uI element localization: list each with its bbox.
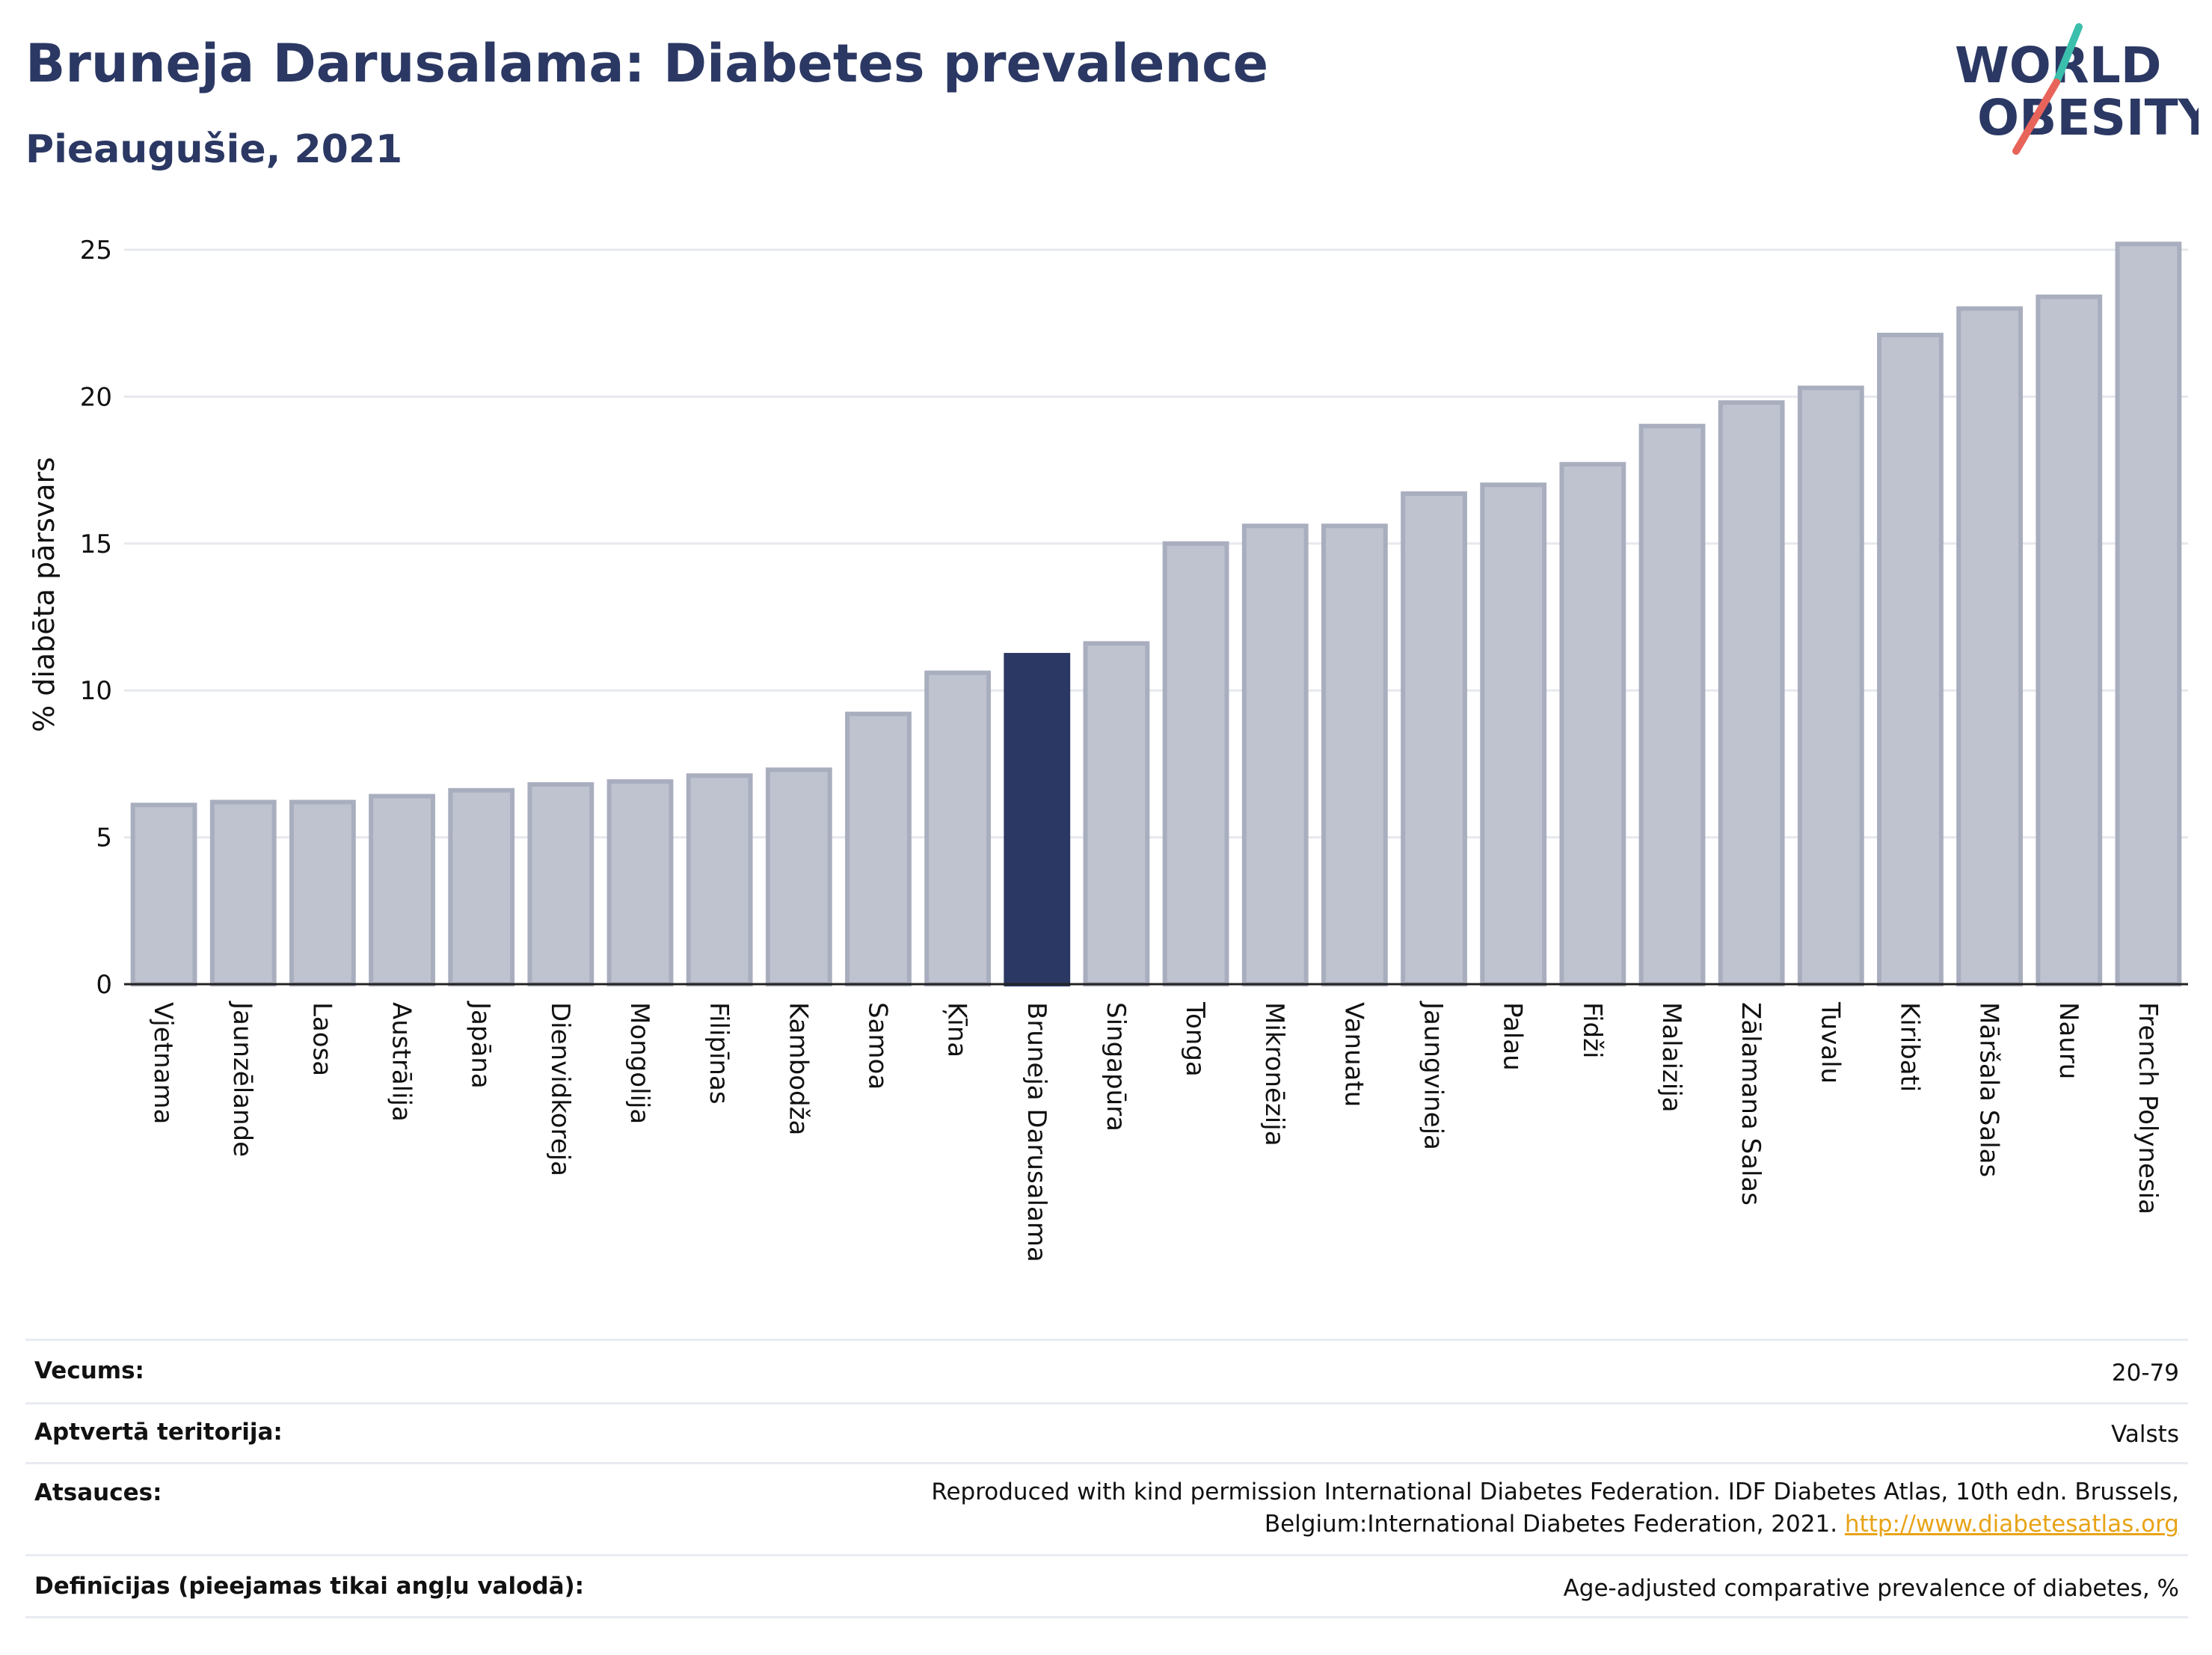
bar-french-polynesia <box>2115 242 2182 987</box>
bar-vanuatu <box>1321 523 1388 986</box>
world-obesity-logo: WORLD OBESITY <box>1955 23 2199 155</box>
bar-chart: 0 5 10 15 20 25 Vjetnama Jaunzēlande Laosa Austr… <box>28 236 2188 1262</box>
x-tick-label: Kiribati <box>1894 1002 1924 1092</box>
x-tick-label: Vjetnama <box>148 1002 178 1124</box>
bar-zālamana-salas <box>1718 400 1785 986</box>
bar-fidži <box>1559 461 1626 986</box>
meta-key: Aptvertā teritorija: <box>34 1419 283 1446</box>
x-tick-label: Austrālija <box>387 1002 417 1122</box>
x-tick-label: Tuvalu <box>1815 1001 1845 1084</box>
x-tick-label: Zālamana Salas <box>1736 1002 1766 1206</box>
x-tick-label: Fidži <box>1577 1002 1607 1058</box>
meta-row-references: Atsauces: Reproduced with kind permissio… <box>25 1464 2188 1556</box>
x-tick-label: Mikronēzija <box>1259 1002 1289 1146</box>
y-tick-label: 10 <box>80 676 112 706</box>
reference-text: Reproduced with kind permission Internat… <box>931 1479 2179 1538</box>
bar-vjetnama <box>130 802 197 986</box>
bar-ķīna <box>924 670 992 987</box>
meta-value: Valsts <box>2111 1421 2179 1448</box>
x-tick-label: Mongolija <box>624 1002 654 1124</box>
reference-link[interactable]: http://www.diabetesatlas.org <box>1844 1511 2179 1538</box>
bar-laosa <box>289 799 356 986</box>
y-tick-label: 15 <box>80 529 112 559</box>
y-tick-label: 5 <box>96 823 112 853</box>
x-tick-label: Jaunzēlande <box>227 1001 257 1157</box>
x-tick-label: Bruneja Darusalama <box>1021 1002 1051 1262</box>
chart-title: Bruneja Darusalama: Diabetes prevalence <box>25 33 1269 94</box>
x-tick-labels: Vjetnama Jaunzēlande Laosa Austrālija Japāna… <box>148 1001 2163 1262</box>
bar-japāna <box>448 787 515 986</box>
bar-tuvalu <box>1797 385 1864 986</box>
x-tick-label: Laosa <box>307 1002 337 1076</box>
bar-tonga <box>1162 541 1229 986</box>
x-tick-label: Singapūra <box>1101 1002 1131 1132</box>
bar-bruneja-darusalama <box>1004 653 1071 987</box>
bar-jaunzēlande <box>209 799 277 986</box>
y-tick-label: 0 <box>96 970 112 1000</box>
y-tick-label: 25 <box>80 236 112 265</box>
logo-slash-red <box>2012 79 2060 155</box>
meta-row-territory: Aptvertā teritorija: Valsts <box>25 1402 2188 1464</box>
bars <box>130 242 2182 987</box>
x-tick-label: Malaizija <box>1656 1002 1686 1112</box>
logo-slash-teal <box>2053 23 2083 86</box>
bar-mikronēzija <box>1241 523 1309 986</box>
meta-key: Definīcijas (pieejamas tikai angļu valod… <box>34 1573 585 1600</box>
bar-dienvidkoreja <box>527 782 595 986</box>
bar-kiribati <box>1877 332 1944 986</box>
bar-malaizija <box>1638 423 1706 986</box>
bar-nauru <box>2036 294 2103 986</box>
bar-māršala-salas <box>1956 306 2024 986</box>
meta-value: Age-adjusted comparative prevalence of d… <box>1563 1575 2179 1602</box>
y-axis-label: % diabēta pārsvars <box>28 457 61 732</box>
x-tick-label: Māršala Salas <box>1974 1002 2004 1177</box>
x-tick-label: Vanuatu <box>1339 1002 1368 1107</box>
chart-subtitle: Pieaugušie, 2021 <box>25 127 403 172</box>
x-tick-label: Jaungvineja <box>1419 1001 1448 1150</box>
x-tick-label: Nauru <box>2053 1002 2083 1079</box>
x-tick-label: Palau <box>1498 1002 1528 1071</box>
bar-singapūra <box>1083 641 1150 986</box>
x-tick-label: Samoa <box>862 1002 892 1090</box>
bar-samoa <box>845 711 912 987</box>
x-tick-label: Filipīnas <box>704 1002 734 1105</box>
bar-jaungvineja <box>1401 491 1467 986</box>
meta-key: Atsauces: <box>34 1479 162 1506</box>
bar-kambodža <box>765 767 832 986</box>
meta-row-definitions: Definīcijas (pieejamas tikai angļu valod… <box>25 1556 2188 1618</box>
x-tick-label: Dienvidkoreja <box>545 1002 575 1176</box>
x-tick-label: Ķīna <box>942 1002 972 1057</box>
bar-austrālija <box>369 793 435 987</box>
bar-mongolija <box>606 779 674 987</box>
y-tick-labels: 0 5 10 15 20 25 <box>80 236 112 1000</box>
meta-value: Reproduced with kind permission Internat… <box>683 1476 2179 1541</box>
x-tick-label: Kambodža <box>783 1002 813 1135</box>
meta-row-age: Vecums: 20-79 <box>25 1339 2188 1404</box>
logo-word-obesity: OBESITY <box>1977 89 2199 147</box>
y-tick-label: 20 <box>80 382 112 412</box>
bar-palau <box>1480 482 1547 986</box>
bar-filipīnas <box>686 773 753 987</box>
x-tick-label: Tonga <box>1180 1001 1210 1077</box>
x-tick-label: French Polynesia <box>2133 1002 2163 1215</box>
x-tick-label: Japāna <box>466 1001 496 1089</box>
meta-value: 20-79 <box>2111 1360 2179 1387</box>
meta-key: Vecums: <box>34 1357 144 1384</box>
